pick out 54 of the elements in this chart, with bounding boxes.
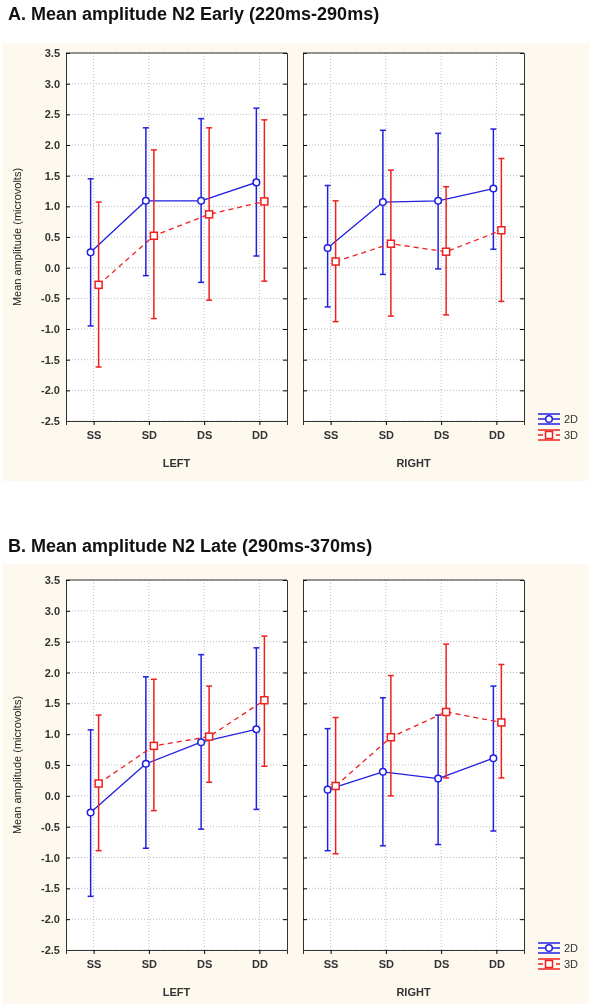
legend-label: 3D — [564, 958, 579, 970]
x-axis-title: RIGHT — [396, 986, 431, 998]
y-tick-label: 0.0 — [44, 261, 60, 274]
x-tick-label: DD — [251, 957, 268, 970]
y-tick-label: 3.5 — [44, 574, 60, 587]
y-tick-label: -1.0 — [41, 323, 60, 336]
x-tick-label: DS — [196, 957, 213, 970]
y-tick-label: 3.5 — [44, 47, 60, 60]
y-tick-label: 2.0 — [44, 666, 60, 679]
y-tick-label: -0.5 — [41, 292, 60, 305]
x-tick-label: SS — [86, 428, 102, 441]
x-tick-label: DS — [433, 957, 450, 970]
y-axis-title: Mean amplitude (microvolts) — [11, 695, 23, 835]
chart-title: B. Mean amplitude N2 Late (290ms-370ms) — [8, 536, 373, 556]
x-axis-title: LEFT — [162, 457, 191, 469]
y-tick-label: 0.5 — [44, 759, 60, 772]
x-tick-label: DD — [488, 957, 505, 970]
x-tick-label: DD — [488, 428, 505, 441]
y-tick-label: 1.0 — [44, 200, 60, 213]
x-axis-title: RIGHT — [396, 457, 431, 469]
y-tick-label: -2.5 — [41, 944, 60, 957]
legend-label: 3D — [564, 429, 579, 441]
y-tick-label: 3.0 — [44, 77, 60, 90]
x-tick-label: SS — [86, 957, 102, 970]
x-tick-label: SS — [323, 428, 339, 441]
x-tick-label: SD — [141, 957, 158, 970]
y-tick-label: -2.0 — [41, 913, 60, 926]
x-axis-title: LEFT — [162, 986, 191, 998]
y-tick-label: 2.5 — [44, 108, 60, 121]
y-tick-label: 1.0 — [44, 728, 60, 741]
y-tick-label: 0.0 — [44, 789, 60, 802]
x-tick-label: DD — [251, 428, 268, 441]
y-tick-label: 0.5 — [44, 231, 60, 244]
y-tick-label: 2.5 — [44, 635, 60, 648]
legend-label: 2D — [564, 413, 579, 425]
x-tick-label: SD — [378, 428, 395, 441]
x-tick-label: SD — [141, 428, 158, 441]
y-tick-label: -2.0 — [41, 384, 60, 397]
legend-label: 2D — [564, 942, 579, 954]
y-tick-label: 2.0 — [44, 139, 60, 152]
y-tick-label: 3.0 — [44, 604, 60, 617]
y-axis-title: Mean amplitude (microvolts) — [11, 167, 23, 307]
x-tick-label: SD — [378, 957, 395, 970]
x-tick-label: DS — [433, 428, 450, 441]
y-tick-label: -2.5 — [41, 415, 60, 428]
y-tick-label: 1.5 — [44, 697, 60, 710]
x-tick-label: DS — [196, 428, 213, 441]
chart-title: A. Mean amplitude N2 Early (220ms-290ms) — [8, 4, 380, 24]
y-tick-label: -1.5 — [41, 353, 60, 366]
y-tick-label: -1.0 — [41, 851, 60, 864]
y-tick-label: -1.5 — [41, 882, 60, 895]
y-tick-label: 1.5 — [44, 169, 60, 182]
x-tick-label: SS — [323, 957, 339, 970]
y-tick-label: -0.5 — [41, 820, 60, 833]
